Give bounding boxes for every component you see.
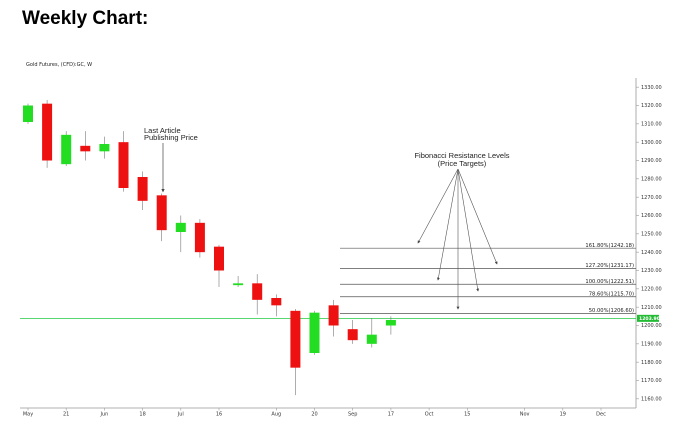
- x-tick-label: Sep: [348, 412, 357, 418]
- y-tick-label: 1280.00: [641, 177, 662, 183]
- y-tick-label: 1330.00: [641, 85, 662, 91]
- candle-down-body: [252, 283, 263, 300]
- y-tick-label: 1300.00: [641, 140, 662, 146]
- x-tick-label: Jun: [99, 412, 108, 418]
- current-price-tag: [637, 314, 659, 322]
- fib-level-label: 50.00%(1206.60): [589, 308, 634, 314]
- y-tick-label: 1320.00: [641, 103, 662, 109]
- axes-layer: 1160.00 1170.00 1180.00 1190.00 1200.00 1210.…: [20, 78, 662, 418]
- candle-up-body: [233, 283, 244, 286]
- fib-annotation-arrow: [436, 168, 459, 281]
- fib-annotation-arrow: [457, 168, 498, 265]
- fib-level-label: 127.20%(1231.17): [585, 263, 634, 269]
- y-tick-label: 1220.00: [641, 287, 662, 293]
- fib-annotation-arrow: [457, 168, 480, 292]
- candle-up-body: [99, 144, 110, 152]
- y-tick-label: 1190.00: [641, 342, 662, 348]
- candle-down-body: [214, 246, 224, 271]
- fib-annotation-arrow: [417, 168, 459, 244]
- fibonacci-layer: 161.80%(1242.18) 127.20%(1231.17) 100.00%(…: [340, 243, 636, 314]
- candle-up-body: [309, 312, 320, 353]
- x-tick-label: Jul: [177, 412, 184, 418]
- candle-down-body: [290, 310, 301, 368]
- candle-up-body: [385, 320, 396, 326]
- y-tick-label: 1230.00: [641, 268, 662, 274]
- y-tick-label: 1290.00: [641, 158, 662, 164]
- x-tick-label: Aug: [271, 412, 281, 418]
- page-title: Weekly Chart:: [22, 8, 149, 29]
- fib-level-label: 100.00%(1222.51): [585, 279, 634, 285]
- candle-down-body: [118, 142, 129, 188]
- y-tick-label: 1240.00: [641, 250, 662, 256]
- x-tick-label: 17: [388, 412, 394, 418]
- chart-title: Gold Futures, (CFD):GC, W: [26, 62, 92, 68]
- candle-down-body: [80, 145, 91, 152]
- x-tick-label: 18: [139, 412, 145, 418]
- candle-down-body: [42, 103, 53, 161]
- last-article-label-line2: Publishing Price: [144, 133, 198, 142]
- y-tick-label: 1180.00: [641, 360, 662, 366]
- y-tick-label: 1210.00: [641, 305, 662, 311]
- x-tick-label: 15: [464, 412, 470, 418]
- fib-title-line1: Fibonacci Resistance Levels: [414, 151, 509, 160]
- y-tick-label: 1260.00: [641, 213, 662, 219]
- candle-down-body: [347, 329, 358, 341]
- candles-layer: [23, 100, 396, 396]
- x-tick-label: Nov: [520, 412, 530, 418]
- y-tick-label: 1270.00: [641, 195, 662, 201]
- x-tick-label: 16: [216, 412, 222, 418]
- candle-down-body: [328, 305, 339, 326]
- candle-up-body: [23, 105, 33, 122]
- y-tick-label: 1310.00: [641, 122, 662, 128]
- x-tick-label: 19: [560, 412, 566, 418]
- y-tick-label: 1160.00: [641, 397, 662, 403]
- x-tick-label: 21: [63, 412, 69, 418]
- candle-down-body: [271, 298, 282, 306]
- x-tick-label: Oct: [425, 412, 434, 418]
- x-tick-label: Dec: [596, 412, 606, 418]
- candle-down-body: [137, 177, 148, 201]
- candle-down-body: [156, 195, 167, 231]
- fib-level-label: 161.80%(1242.18): [585, 243, 634, 249]
- x-tick-label: May: [23, 412, 33, 418]
- current-price-label: 1203.90: [639, 316, 660, 322]
- y-tick-label: 1250.00: [641, 232, 662, 238]
- y-tick-label: 1200.00: [641, 323, 662, 329]
- fib-title-line2: (Price Targets): [438, 159, 487, 168]
- candle-up-body: [175, 222, 186, 232]
- last-article-label-line1: Last Article: [144, 126, 181, 135]
- candle-up-body: [366, 334, 377, 344]
- candle-down-body: [194, 222, 205, 253]
- fib-level-label: 78.60%(1215.70): [589, 291, 634, 297]
- x-tick-label: 20: [311, 412, 317, 418]
- candle-up-body: [61, 134, 72, 165]
- y-tick-label: 1170.00: [641, 378, 662, 384]
